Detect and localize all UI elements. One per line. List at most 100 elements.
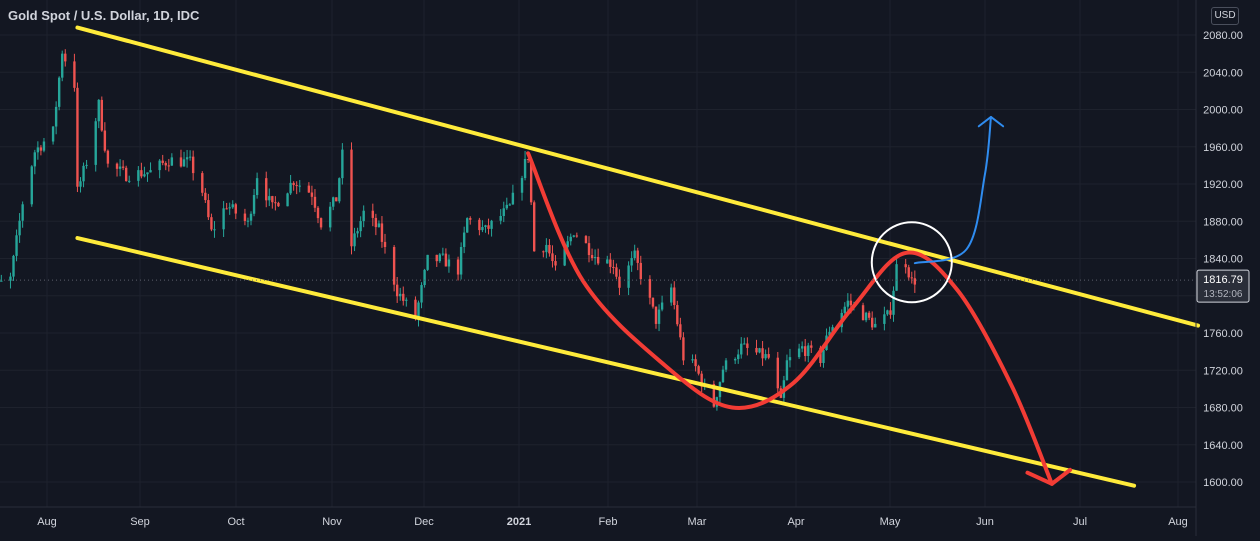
candle-down xyxy=(584,236,588,244)
candle-up xyxy=(466,218,469,233)
candle-up xyxy=(438,254,442,262)
candle-up xyxy=(51,126,55,142)
red-projection-path xyxy=(526,151,1054,486)
candle-down xyxy=(383,241,387,248)
candle-down xyxy=(310,192,314,197)
candle-up xyxy=(511,192,515,205)
candle-down xyxy=(243,213,247,221)
candle-down xyxy=(554,261,557,266)
candle-up xyxy=(137,170,140,181)
x-tick-label: Sep xyxy=(130,516,150,528)
currency-badge[interactable]: USD xyxy=(1211,7,1239,25)
candle-down xyxy=(651,297,655,307)
chart-title: Gold Spot / U.S. Dollar, 1D, IDC xyxy=(8,8,200,23)
candle-up xyxy=(743,343,746,345)
candle-up xyxy=(447,259,451,267)
candle-up xyxy=(797,348,801,358)
candle-down xyxy=(414,299,417,319)
candle-down xyxy=(618,276,621,288)
candle-up xyxy=(118,166,122,169)
candle-down xyxy=(648,279,652,298)
candle-up xyxy=(188,156,192,158)
candle-up xyxy=(54,106,58,127)
y-tick-label: 1680.00 xyxy=(1203,403,1243,415)
candle-down xyxy=(374,217,378,228)
candle-down xyxy=(204,192,207,201)
candle-down xyxy=(609,259,612,267)
candle-up xyxy=(341,149,344,179)
candle-down xyxy=(191,156,195,174)
red-arrowhead xyxy=(1025,467,1073,486)
candle-down xyxy=(350,149,353,247)
candle-up xyxy=(740,343,743,355)
candle-up xyxy=(569,236,572,242)
candle-up xyxy=(338,178,341,202)
candle-down xyxy=(225,208,228,210)
candle-down xyxy=(292,182,295,186)
candle-up xyxy=(0,280,3,282)
y-tick-label: 1640.00 xyxy=(1203,440,1243,452)
highlight-circle xyxy=(870,221,953,304)
candle-up xyxy=(185,157,189,160)
candle-up xyxy=(481,227,484,231)
candle-up xyxy=(246,220,250,222)
y-tick-label: 2000.00 xyxy=(1203,105,1243,117)
x-tick-label: Mar xyxy=(688,516,707,528)
candle-down xyxy=(210,217,213,230)
candle-up xyxy=(146,172,149,175)
candle-down xyxy=(307,185,311,193)
candle-up xyxy=(758,348,761,353)
candle-down xyxy=(100,99,104,131)
y-tick-label: 1720.00 xyxy=(1203,365,1243,377)
candle-down xyxy=(124,167,128,182)
candle-down xyxy=(392,247,396,285)
candle-down xyxy=(542,251,545,253)
candle-down xyxy=(761,348,764,359)
candle-up xyxy=(874,323,877,328)
candle-down xyxy=(234,204,237,214)
candle-up xyxy=(508,204,512,206)
candle-down xyxy=(526,159,530,161)
candle-down xyxy=(654,306,658,324)
candle-up xyxy=(886,310,889,315)
candle-up xyxy=(627,265,630,288)
candle-up xyxy=(657,309,661,324)
candle-down xyxy=(694,359,697,367)
candle-up xyxy=(807,345,810,356)
x-tick-label: Jun xyxy=(976,516,994,528)
axis-layer: 2080.00 2040.00 2000.00 1960.00 1920.00 1880.… xyxy=(0,30,1250,528)
candle-down xyxy=(700,373,703,387)
candle-up xyxy=(523,159,527,179)
candle-up xyxy=(883,314,886,324)
candle-down xyxy=(319,218,323,228)
candle-up xyxy=(563,247,566,266)
candle-up xyxy=(788,357,792,361)
candle-up xyxy=(441,253,445,255)
candle-down xyxy=(746,343,749,348)
candle-up xyxy=(18,220,21,236)
candle-up xyxy=(79,181,82,187)
candle-up xyxy=(462,232,466,247)
candle-up xyxy=(9,276,12,281)
candle-down xyxy=(776,357,779,389)
candle-down xyxy=(478,219,481,231)
candle-down xyxy=(533,202,536,252)
candle-up xyxy=(895,264,898,291)
candle-up xyxy=(423,269,426,286)
candle-down xyxy=(167,165,170,167)
candle-up xyxy=(499,216,502,221)
candle-down xyxy=(913,278,917,285)
annotations-layer xyxy=(75,25,1201,488)
candle-up xyxy=(286,193,289,207)
candle-up xyxy=(252,195,256,214)
candle-up xyxy=(128,180,131,182)
candle-up xyxy=(231,204,234,208)
candle-down xyxy=(456,259,460,275)
candle-down xyxy=(676,305,679,325)
y-tick-label: 1760.00 xyxy=(1203,328,1243,340)
candle-up xyxy=(158,160,161,171)
candle-down xyxy=(313,196,317,208)
